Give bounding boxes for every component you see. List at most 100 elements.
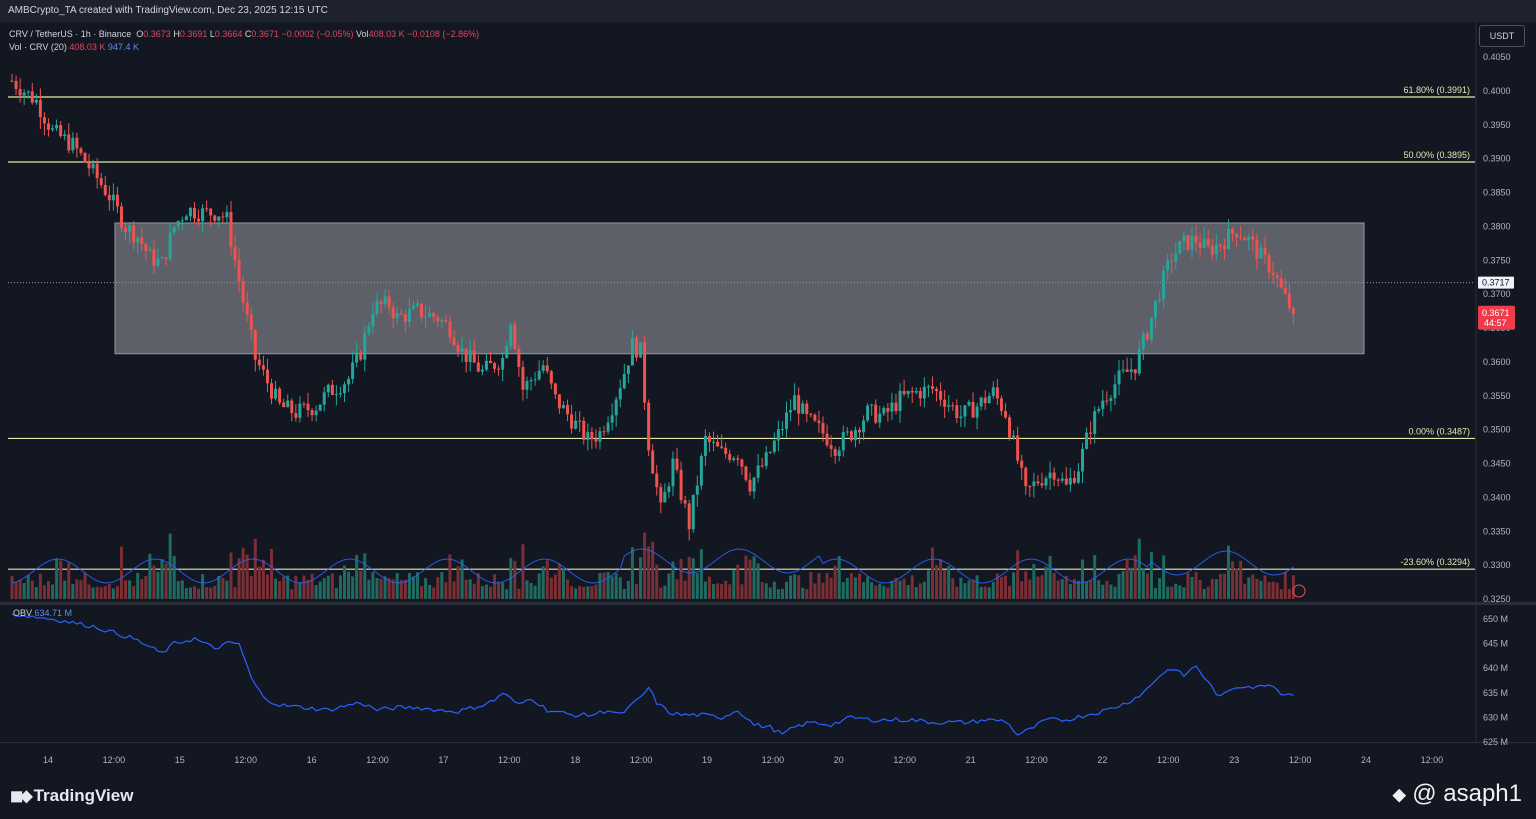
candle-body[interactable] xyxy=(517,348,521,367)
candle-body[interactable] xyxy=(148,249,152,251)
candle-body[interactable] xyxy=(71,137,75,151)
candle-body[interactable] xyxy=(1133,369,1137,374)
candle-body[interactable] xyxy=(493,363,497,369)
candle-body[interactable] xyxy=(586,432,590,440)
candle-body[interactable] xyxy=(1210,245,1214,255)
candle-body[interactable] xyxy=(432,312,436,318)
candle-body[interactable] xyxy=(1275,274,1279,279)
candle-body[interactable] xyxy=(391,307,395,319)
candle-body[interactable] xyxy=(1008,417,1012,438)
candle-body[interactable] xyxy=(128,225,132,232)
candle-body[interactable] xyxy=(914,391,918,393)
candle-body[interactable] xyxy=(1028,486,1032,488)
candle-body[interactable] xyxy=(1093,411,1097,434)
candle-body[interactable] xyxy=(1162,270,1166,300)
candle-body[interactable] xyxy=(1255,239,1259,259)
candle-body[interactable] xyxy=(355,352,359,363)
candle-body[interactable] xyxy=(521,366,525,390)
candle-body[interactable] xyxy=(1012,435,1016,438)
candle-body[interactable] xyxy=(225,211,229,218)
candle-body[interactable] xyxy=(833,448,837,456)
candle-body[interactable] xyxy=(1214,244,1218,255)
candle-body[interactable] xyxy=(115,194,119,207)
candle-body[interactable] xyxy=(411,305,415,309)
candle-body[interactable] xyxy=(416,303,419,306)
candle-body[interactable] xyxy=(1145,333,1149,340)
candle-body[interactable] xyxy=(18,88,22,96)
candle-body[interactable] xyxy=(764,452,768,467)
candle-body[interactable] xyxy=(217,216,221,221)
candle-body[interactable] xyxy=(452,337,456,346)
candle-body[interactable] xyxy=(282,402,286,408)
candle-body[interactable] xyxy=(691,494,695,530)
candle-body[interactable] xyxy=(10,80,14,82)
candle-body[interactable] xyxy=(253,329,257,360)
candle-body[interactable] xyxy=(797,395,801,414)
candle-body[interactable] xyxy=(387,296,391,308)
candle-body[interactable] xyxy=(383,296,387,305)
candle-body[interactable] xyxy=(1141,333,1145,349)
candle-body[interactable] xyxy=(963,405,967,417)
candle-body[interactable] xyxy=(261,365,265,370)
candle-body[interactable] xyxy=(274,388,278,399)
candle-body[interactable] xyxy=(995,387,999,399)
candle-body[interactable] xyxy=(501,357,505,370)
candle-body[interactable] xyxy=(241,281,245,303)
candle-body[interactable] xyxy=(1060,478,1064,481)
candle-body[interactable] xyxy=(780,428,784,430)
candle-body[interactable] xyxy=(176,220,180,227)
candle-body[interactable] xyxy=(343,384,347,394)
currency-selector[interactable]: USDT xyxy=(1479,25,1525,47)
candle-body[interactable] xyxy=(22,92,26,96)
candle-body[interactable] xyxy=(63,134,67,137)
candle-body[interactable] xyxy=(1125,369,1129,372)
candle-body[interactable] xyxy=(578,420,582,422)
candle-body[interactable] xyxy=(83,153,87,163)
candle-body[interactable] xyxy=(659,487,663,503)
candle-body[interactable] xyxy=(683,500,687,504)
obv-line[interactable] xyxy=(11,613,1294,736)
candle-body[interactable] xyxy=(164,257,168,260)
candle-body[interactable] xyxy=(1048,472,1052,479)
candle-body[interactable] xyxy=(265,369,269,384)
candle-body[interactable] xyxy=(590,432,594,440)
candle-body[interactable] xyxy=(359,352,363,360)
candle-body[interactable] xyxy=(639,342,643,358)
candle-body[interactable] xyxy=(687,503,691,530)
candle-body[interactable] xyxy=(237,260,241,282)
candle-body[interactable] xyxy=(290,400,294,414)
candle-body[interactable] xyxy=(257,359,261,366)
candle-body[interactable] xyxy=(1064,478,1068,485)
candle-body[interactable] xyxy=(245,302,249,315)
candle-body[interactable] xyxy=(1109,398,1113,401)
candle-body[interactable] xyxy=(1239,237,1243,239)
candle-body[interactable] xyxy=(351,362,355,379)
alert-lightning-icon[interactable] xyxy=(1292,584,1306,598)
candle-body[interactable] xyxy=(922,386,926,399)
candle-body[interactable] xyxy=(1044,478,1048,486)
candle-body[interactable] xyxy=(967,401,971,406)
candle-body[interactable] xyxy=(845,431,849,433)
candle-body[interactable] xyxy=(379,301,383,305)
candle-body[interactable] xyxy=(634,337,638,358)
candle-body[interactable] xyxy=(801,403,805,414)
candle-body[interactable] xyxy=(1020,460,1024,468)
candle-body[interactable] xyxy=(975,406,979,418)
candle-body[interactable] xyxy=(156,258,160,266)
candle-body[interactable] xyxy=(878,413,882,423)
candle-body[interactable] xyxy=(1186,235,1190,250)
candle-body[interactable] xyxy=(75,137,79,149)
symbol-name[interactable]: CRV / TetherUS · 1h · Binance xyxy=(9,29,132,39)
candle-body[interactable] xyxy=(229,211,233,248)
obv-indicator-name[interactable]: OBV xyxy=(13,608,33,618)
candle-body[interactable] xyxy=(756,465,760,478)
candle-body[interactable] xyxy=(347,378,351,385)
candle-body[interactable] xyxy=(898,390,902,411)
candle-body[interactable] xyxy=(809,414,813,416)
candle-body[interactable] xyxy=(424,316,428,318)
candle-body[interactable] xyxy=(444,319,448,322)
candle-body[interactable] xyxy=(460,348,464,352)
candle-body[interactable] xyxy=(529,380,533,382)
candle-body[interactable] xyxy=(1117,370,1121,385)
candle-body[interactable] xyxy=(34,99,38,103)
